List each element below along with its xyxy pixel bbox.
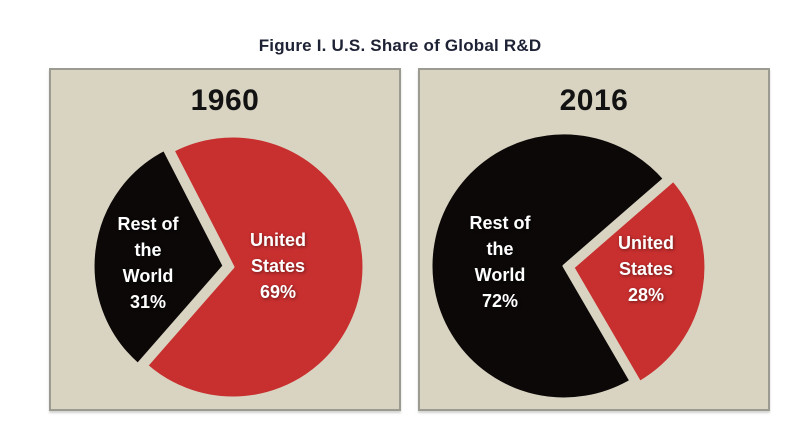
figure-title: Figure I. U.S. Share of Global R&D [258, 36, 542, 55]
panel-year-label-2016: 2016 [559, 84, 629, 117]
pie-chart-2016 [429, 131, 708, 401]
panel-year-label-1960: 1960 [190, 84, 260, 117]
panel-1960: 1960 Rest of the World 31% United States… [49, 68, 401, 411]
panel-2016: 2016 Rest of the World 72% United States… [418, 68, 770, 411]
pie-chart-1960 [91, 134, 366, 400]
pie-slice-rest-of-the-world [429, 131, 666, 401]
pie-slice-united-states [145, 134, 366, 400]
pie-slice-rest-of-the-world [91, 147, 226, 366]
pie-slice-united-states [571, 178, 708, 384]
